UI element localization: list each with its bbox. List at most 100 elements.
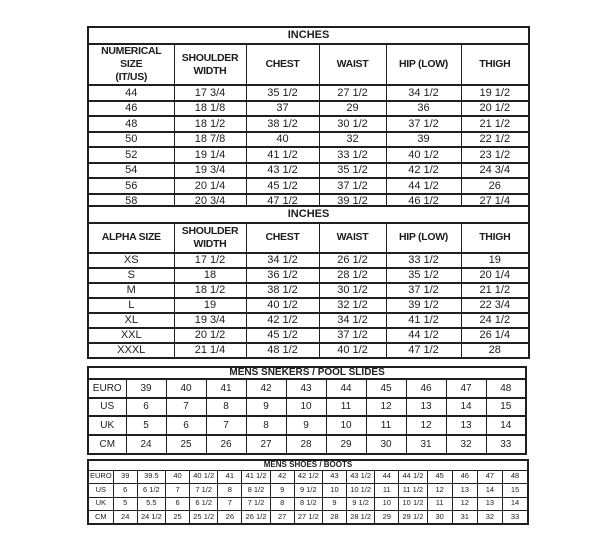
- table-cell: 29 1/2: [398, 510, 428, 525]
- table-cell: 7: [164, 483, 191, 498]
- table-cell: 42: [269, 469, 295, 484]
- table-cell: 26: [217, 510, 243, 525]
- table-cell: 56: [87, 177, 175, 195]
- table-cell: 47 1/2: [385, 342, 462, 359]
- column-header: WAIST: [318, 42, 387, 87]
- table-cell: 40 1/2: [189, 469, 219, 484]
- table-cell: 40: [245, 130, 320, 149]
- table-cell: 10: [325, 415, 367, 437]
- table-cell: 22 1/2: [460, 130, 530, 149]
- table-cell: 5: [125, 415, 167, 437]
- table-cell: UK: [87, 496, 114, 511]
- column-header: SHOULDER WIDTH: [173, 222, 247, 254]
- table-cell: 45 1/2: [245, 177, 320, 195]
- table-header-row: ALPHA SIZE SHOULDER WIDTH CHEST WAIST HI…: [87, 222, 530, 254]
- table-row: XL 19 3/4 42 1/2 34 1/2 41 1/2 24 1/2: [87, 312, 530, 329]
- table-cell: 14: [485, 415, 527, 437]
- table-cell: 9: [245, 396, 287, 418]
- table-cell: 19 3/4: [173, 312, 247, 329]
- table-cell: 31: [405, 434, 447, 455]
- column-header: SHOULDER WIDTH: [173, 42, 247, 87]
- column-header: THIGH: [460, 222, 530, 254]
- table-cell: CM: [87, 510, 114, 525]
- table-cell: 18 1/2: [173, 115, 247, 133]
- table-cell: 11: [325, 396, 367, 418]
- column-header: CHEST: [245, 42, 320, 87]
- table-cell: 7: [205, 415, 247, 437]
- table-cell: 44 1/2: [385, 177, 462, 195]
- table-cell: 38 1/2: [245, 115, 320, 133]
- table-cell: 41 1/2: [245, 146, 320, 164]
- column-header: WAIST: [318, 222, 387, 254]
- table-cell: 44: [87, 84, 175, 102]
- table-cell: 26: [205, 434, 247, 455]
- table-cell: 29: [374, 510, 400, 525]
- table-title-row: MENS SHOES / BOOTS: [87, 459, 529, 471]
- table-cell: 7: [217, 496, 243, 511]
- table-cell: 45 1/2: [245, 327, 320, 344]
- table-row: S 18 36 1/2 28 1/2 35 1/2 20 1/4: [87, 267, 530, 284]
- table-row: UK 5 5.5 6 6 1/2 7 7 1/2 8 8 1/2 9 9 1/2 10 10 1/2 11…: [87, 496, 529, 511]
- table-cell: XS: [87, 252, 175, 269]
- table-cell: 24 3/4: [460, 161, 530, 180]
- column-header: HIP (LOW): [385, 222, 462, 254]
- table-cell: 46: [405, 378, 447, 399]
- table-cell: 12: [365, 396, 407, 418]
- table-cell: 8 1/2: [241, 483, 271, 498]
- table-cell: 29: [318, 99, 387, 118]
- table-cell: UK: [87, 415, 127, 437]
- table-cell: 30 1/2: [318, 282, 387, 299]
- table-cell: 40: [164, 469, 191, 484]
- table-cell: EURO: [87, 378, 127, 399]
- table-cell: 19 3/4: [173, 161, 247, 180]
- table-cell: 13: [476, 496, 504, 511]
- table-cell: 28 1/2: [346, 510, 376, 525]
- table-cell: 24 1/2: [460, 312, 530, 329]
- table-cell: 6 1/2: [136, 483, 166, 498]
- table-row: CM 24 25 26 27 28 29 30 31 32 33: [87, 434, 527, 455]
- table-cell: XXXL: [87, 342, 175, 359]
- table-cell: 32: [476, 510, 504, 525]
- mens-sneakers-table: MENS SNEKERS / POOL SLIDES EURO 39 40 41 42 4…: [87, 366, 528, 455]
- mens-shoes-table: MENS SHOES / BOOTS EURO 39 39.5 40 40 1/2 41 4…: [87, 459, 529, 525]
- table-cell: 48: [502, 469, 529, 484]
- table-cell: 19: [460, 252, 530, 269]
- table-cell: 18 7/8: [173, 130, 247, 149]
- table-cell: 11: [426, 496, 453, 511]
- table-cell: 9: [285, 415, 327, 437]
- numerical-size-table: INCHES NUMERICAL SIZE (IT/US) SHOULDER W…: [87, 26, 531, 211]
- table-cell: 11 1/2: [398, 483, 428, 498]
- table-cell: 47: [476, 469, 504, 484]
- table-cell: 14: [502, 496, 529, 511]
- table-cell: 9: [269, 483, 295, 498]
- table-cell: 27: [245, 434, 287, 455]
- table-cell: 7 1/2: [241, 496, 271, 511]
- table-row: 50 18 7/8 40 32 39 22 1/2: [87, 130, 530, 149]
- table-row: 46 18 1/8 37 29 36 20 1/2: [87, 99, 530, 118]
- table-cell: 30: [426, 510, 453, 525]
- table-cell: 36 1/2: [245, 267, 320, 284]
- table-title-row: INCHES: [87, 26, 530, 45]
- table-cell: 9 1/2: [293, 483, 323, 498]
- table-cell: 41 1/2: [241, 469, 271, 484]
- table-cell: 11: [365, 415, 407, 437]
- table-cell: 20 1/4: [173, 177, 247, 195]
- table-cell: 35 1/2: [318, 161, 387, 180]
- table-row: EURO 39 39.5 40 40 1/2 41 41 1/2 42 42 1/2 43 43 1…: [87, 469, 529, 484]
- table-cell: 33: [502, 510, 529, 525]
- table-cell: 13: [445, 415, 487, 437]
- table-cell: 37 1/2: [385, 115, 462, 133]
- table-cell: 29: [325, 434, 367, 455]
- table-cell: 8: [269, 496, 295, 511]
- table-cell: 6: [112, 483, 138, 498]
- table-cell: 20 1/2: [173, 327, 247, 344]
- table-row: M 18 1/2 38 1/2 30 1/2 37 1/2 21 1/2: [87, 282, 530, 299]
- table-cell: 35 1/2: [385, 267, 462, 284]
- table-cell: 21 1/4: [173, 342, 247, 359]
- table-cell: 48: [87, 115, 175, 133]
- table-cell: 37 1/2: [318, 327, 387, 344]
- table-cell: 25: [165, 434, 207, 455]
- table-cell: 40: [165, 378, 207, 399]
- table-cell: 45: [426, 469, 453, 484]
- table-cell: 39: [125, 378, 167, 399]
